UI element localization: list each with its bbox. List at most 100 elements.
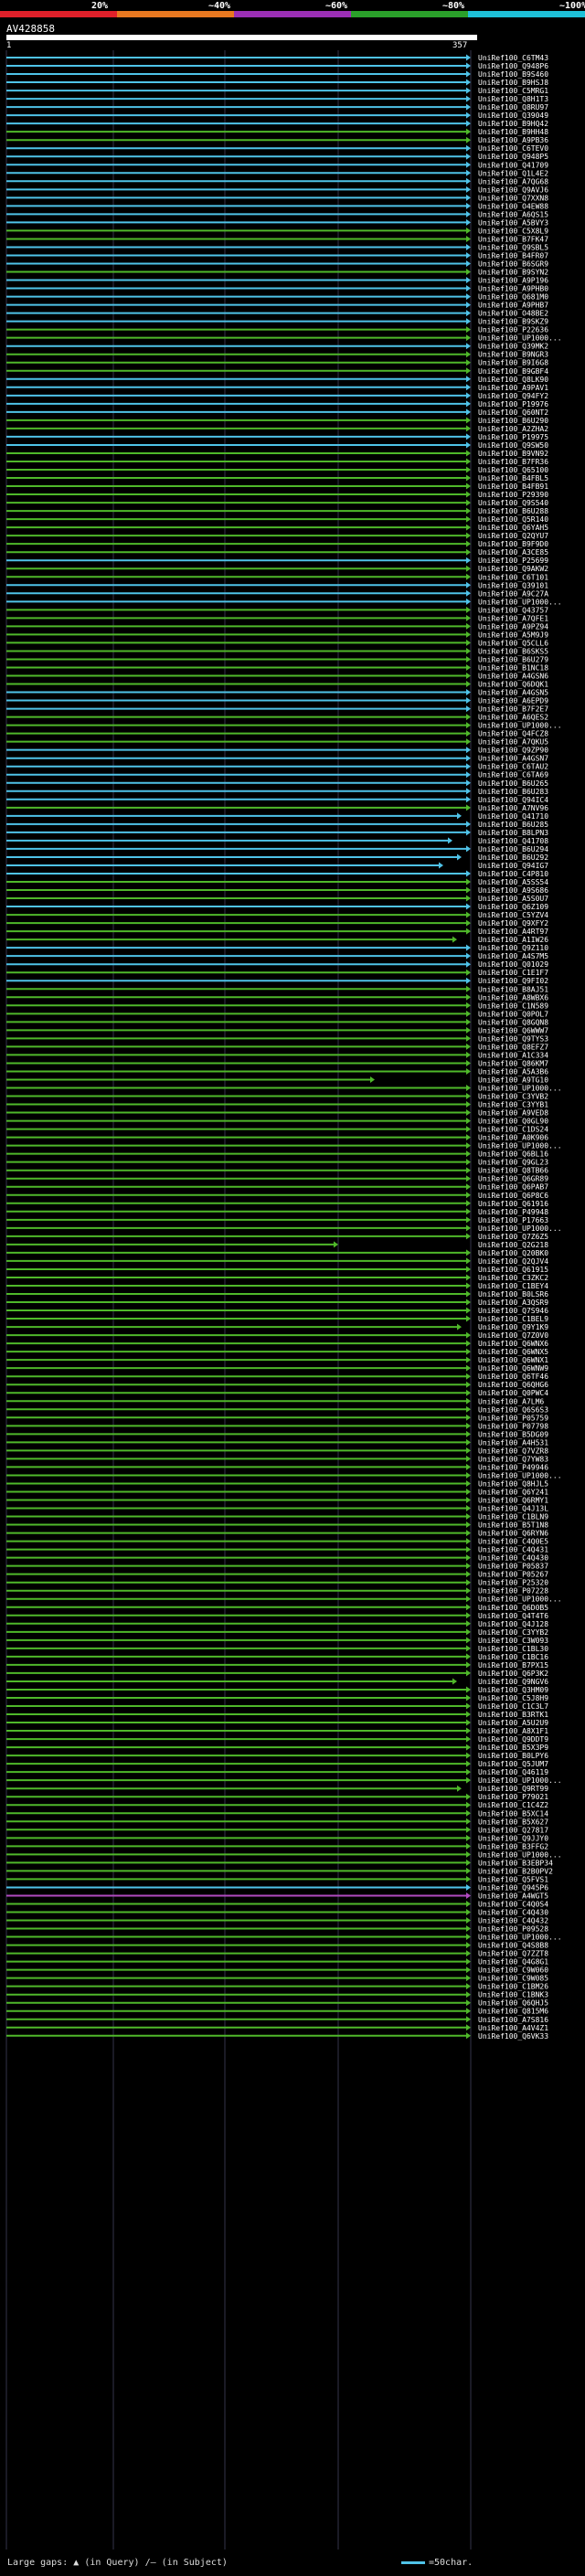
hit-row: UniRef100_A7S816 bbox=[6, 2016, 548, 2024]
hit-label: UniRef100_B4FR07 bbox=[478, 251, 548, 260]
hit-row: UniRef100_C1BC16 bbox=[6, 1653, 548, 1661]
hit-arrow-icon bbox=[466, 1471, 471, 1479]
hit-arrow-icon bbox=[466, 705, 471, 713]
hit-arrow-icon bbox=[466, 1010, 471, 1017]
hit-arrow-icon bbox=[466, 310, 471, 317]
hit-arrow-icon bbox=[466, 895, 471, 902]
hit-arrow-icon bbox=[466, 681, 471, 688]
hit-arrow-icon bbox=[466, 1513, 471, 1521]
hit-label: UniRef100_A1IW26 bbox=[478, 936, 548, 944]
hit-label: UniRef100_B3FFG2 bbox=[478, 1842, 548, 1850]
hit-label: UniRef100_Q9AVJ6 bbox=[478, 186, 548, 194]
hit-arrow-icon bbox=[466, 960, 471, 968]
hit-label: UniRef100_B8AJ51 bbox=[478, 985, 548, 993]
hit-arrow-icon bbox=[466, 384, 471, 391]
hit-row: UniRef100_Q8H1T3 bbox=[6, 95, 548, 103]
hit-label: UniRef100_C6TM43 bbox=[478, 54, 548, 62]
hit-arrow-icon bbox=[466, 1331, 471, 1339]
hit-arrow-icon bbox=[466, 235, 471, 242]
hit-label: UniRef100_C4Q0S4 bbox=[478, 1900, 548, 1908]
hit-row: UniRef100_B3EBP34 bbox=[6, 1859, 553, 1867]
hit-label: UniRef100_B9F9D0 bbox=[478, 540, 548, 548]
hit-arrow-icon bbox=[466, 524, 471, 531]
hit-row: UniRef100_O4EW88 bbox=[6, 202, 548, 210]
hit-label: UniRef100_B7FR36 bbox=[478, 458, 548, 466]
hit-row: UniRef100_Q681M0 bbox=[6, 293, 548, 302]
hit-row: UniRef100_Q815M6 bbox=[6, 2008, 548, 2016]
hit-arrow-icon bbox=[466, 1274, 471, 1281]
hit-label: UniRef100_C3YYB1 bbox=[478, 1101, 548, 1109]
hit-arrow-icon bbox=[466, 243, 471, 250]
hit-label: UniRef100_Q9RT99 bbox=[478, 1785, 548, 1793]
query-title: AV428858 bbox=[6, 23, 55, 35]
hit-arrow-icon bbox=[466, 1381, 471, 1388]
hit-row: UniRef100_Q27817 bbox=[6, 1826, 548, 1834]
hit-row: UniRef100_Q7S946 bbox=[6, 1307, 548, 1315]
hit-row: UniRef100_C1BEY4 bbox=[6, 1282, 548, 1290]
hit-row: UniRef100_A4WGT5 bbox=[6, 1892, 548, 1900]
hit-arrow-icon bbox=[466, 1093, 471, 1100]
hit-label: UniRef100_Q94IC4 bbox=[478, 796, 548, 804]
hit-label: UniRef100_A4RT97 bbox=[478, 928, 548, 936]
hit-arrow-icon bbox=[466, 144, 471, 152]
hit-row: UniRef100_B5XC14 bbox=[6, 1809, 548, 1818]
hit-arrow-icon bbox=[466, 367, 471, 375]
hit-arrow-icon bbox=[466, 557, 471, 564]
hit-row: UniRef100_Q2QYU7 bbox=[6, 532, 548, 540]
hit-row: UniRef100_B7FK47 bbox=[6, 235, 548, 243]
hit-arrow-icon bbox=[466, 515, 471, 523]
hit-label: UniRef100_B9GBF4 bbox=[478, 367, 548, 376]
query-gap-icon: ▲ bbox=[73, 2558, 80, 2568]
hit-row: UniRef100_UP1000... bbox=[6, 1776, 562, 1785]
hit-row: UniRef100_B3FFG2 bbox=[6, 1842, 548, 1850]
hit-label: UniRef100_C6TAU2 bbox=[478, 763, 548, 771]
hit-arrow-icon bbox=[466, 1991, 471, 1998]
hit-row: UniRef100_B7FR36 bbox=[6, 458, 548, 466]
hit-arrow-icon bbox=[466, 2032, 471, 2040]
hit-label: UniRef100_A6QES2 bbox=[478, 714, 548, 722]
hit-row: UniRef100_A3QSR9 bbox=[6, 1299, 548, 1307]
hit-row: UniRef100_Q7YW83 bbox=[6, 1455, 548, 1463]
hit-arrow-icon bbox=[466, 1653, 471, 1660]
hit-label: UniRef100_B9HH48 bbox=[478, 128, 548, 136]
hit-row: UniRef100_Q9Y1K9 bbox=[6, 1323, 548, 1331]
hit-arrow-icon bbox=[466, 1760, 471, 1767]
hit-row: UniRef100_Q6YAH5 bbox=[6, 524, 548, 532]
hit-arrow-icon bbox=[466, 977, 471, 984]
hit-row: UniRef100_Q6P8C6 bbox=[6, 1192, 548, 1200]
hit-label: UniRef100_A5SS54 bbox=[478, 878, 548, 886]
hit-row: UniRef100_UP1000... bbox=[6, 1595, 562, 1604]
hit-arrow-icon bbox=[466, 540, 471, 547]
legend-segment-4 bbox=[351, 11, 468, 17]
hit-row: UniRef100_Q9JJY0 bbox=[6, 1834, 548, 1842]
hit-arrow-icon bbox=[466, 1942, 471, 1949]
hit-row: UniRef100_A0K906 bbox=[6, 1134, 548, 1142]
hit-arrow-icon bbox=[466, 1257, 471, 1265]
hit-label: UniRef100_C1BM26 bbox=[478, 1983, 548, 1991]
hit-arrow-icon bbox=[466, 507, 471, 514]
hit-arrow-icon bbox=[466, 952, 471, 959]
hit-row: UniRef100_C1N589 bbox=[6, 1002, 548, 1010]
hit-row: UniRef100_Q948P5 bbox=[6, 153, 548, 161]
hit-arrow-icon bbox=[466, 1925, 471, 1933]
hit-arrow-icon bbox=[466, 326, 471, 334]
hit-label: UniRef100_Q8GQN8 bbox=[478, 1018, 548, 1026]
hit-label: UniRef100_A0K906 bbox=[478, 1134, 548, 1142]
hit-label: UniRef100_Q6P8C6 bbox=[478, 1192, 548, 1200]
hit-arrow-icon bbox=[466, 1356, 471, 1363]
hit-label: UniRef100_O4EW88 bbox=[478, 202, 548, 210]
hit-label: UniRef100_Q8RU97 bbox=[478, 103, 548, 111]
hit-label: UniRef100_Q5FVS1 bbox=[478, 1875, 548, 1883]
hit-label: UniRef100_A9C27A bbox=[478, 589, 548, 598]
hit-label: UniRef100_Q4J128 bbox=[478, 1620, 548, 1628]
hit-row: UniRef100_B7PX15 bbox=[6, 1661, 548, 1670]
hit-row: UniRef100_B1NC18 bbox=[6, 663, 548, 672]
hit-row: UniRef100_Q5FVS1 bbox=[6, 1875, 548, 1883]
hit-row: UniRef100_UP1000... bbox=[6, 1085, 562, 1093]
hit-label: UniRef100_C5J8H9 bbox=[478, 1694, 548, 1702]
hit-arrow-icon bbox=[466, 755, 471, 762]
hit-row: UniRef100_C3YVB2 bbox=[6, 1093, 548, 1101]
hit-arrow-icon bbox=[466, 1290, 471, 1298]
hit-label: UniRef100_A9PAV1 bbox=[478, 384, 548, 392]
hit-label: UniRef100_Q3HM09 bbox=[478, 1686, 548, 1694]
